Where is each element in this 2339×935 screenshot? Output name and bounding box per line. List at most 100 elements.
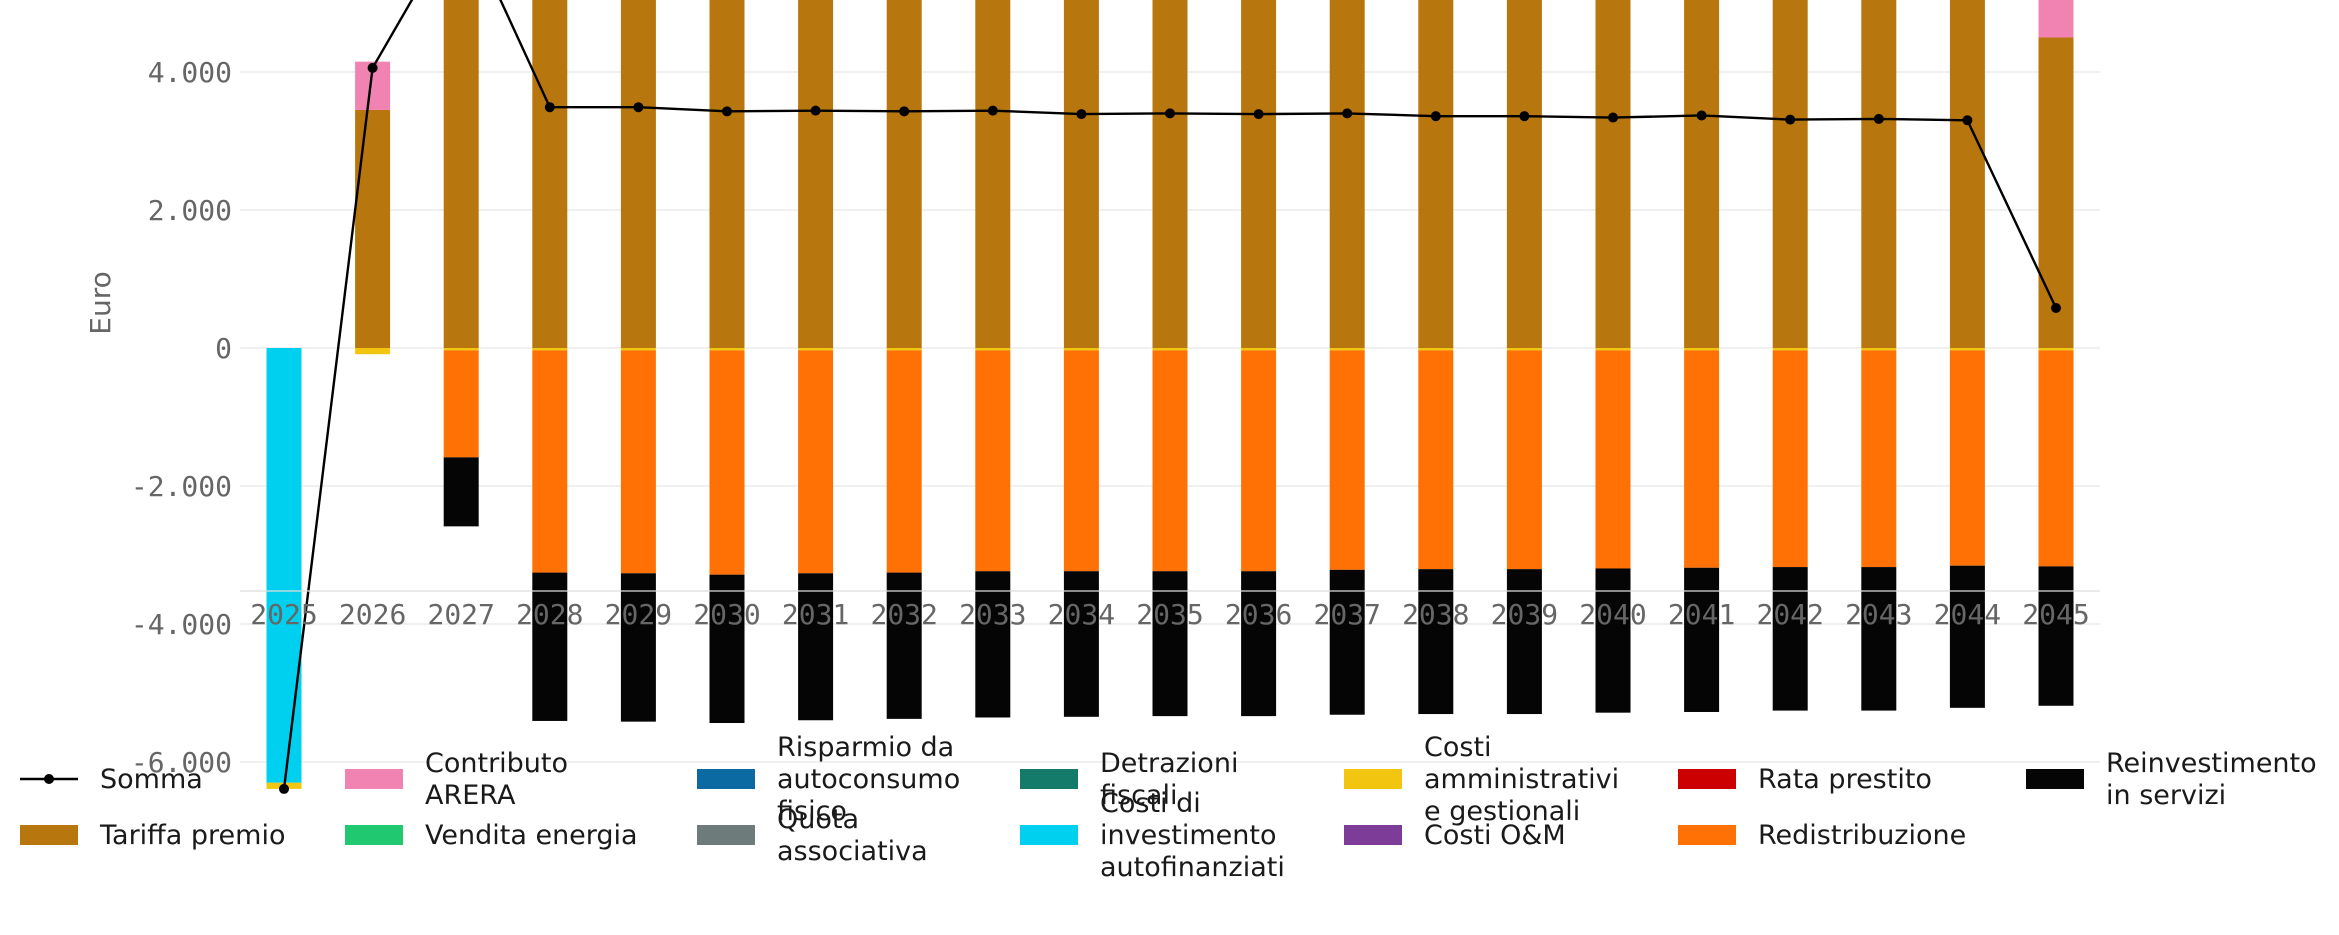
bar-segment [443, 350, 479, 458]
bar-segment [1506, 0, 1542, 348]
bar-segment [709, 348, 745, 351]
legend-label: Redistribuzione [1758, 820, 1966, 851]
bar-segment [1506, 569, 1542, 715]
sum-point [1342, 108, 1353, 119]
bar-segment [975, 350, 1011, 572]
bar-segment [355, 348, 391, 355]
legend-swatch [20, 825, 78, 845]
bar-segment [1418, 0, 1454, 348]
legend-item: Redistribuzione [1678, 820, 1966, 851]
legend-item: Costi O&M [1344, 820, 1566, 851]
legend-label: in servizi [2106, 780, 2226, 811]
y-tick-label: -2.000 [131, 470, 232, 503]
bar-segment [532, 572, 568, 721]
bar-segment [1418, 348, 1454, 351]
axes: Euro -6.000-4.000-2.00002.0004.0006.0008… [84, 56, 2100, 779]
bar-segment [709, 574, 745, 724]
bar-segment [2038, 350, 2074, 567]
bar-segment [1152, 350, 1188, 572]
bar-segment [1063, 0, 1099, 348]
sum-point [633, 102, 644, 113]
sum-point [1785, 114, 1796, 125]
sum-point [544, 102, 555, 113]
y-tick-label: -6.000 [131, 746, 232, 779]
legend-item: Tariffa premio [20, 820, 285, 851]
x-tick-label: 2025 [250, 598, 317, 631]
sum-point [1076, 109, 1087, 120]
bar-segment [975, 348, 1011, 351]
legend-label: Costi [1424, 732, 1492, 763]
x-tick-label: 2037 [1313, 598, 1380, 631]
bar-segment [2038, 37, 2074, 348]
bar-segment [1772, 567, 1808, 711]
bar-segment [709, 0, 745, 349]
bar-segment [709, 350, 745, 575]
bar-segment [1329, 569, 1365, 715]
bar-segment [1418, 350, 1454, 570]
bar-segment [886, 0, 922, 348]
legend-label: autofinanziati [1100, 852, 1285, 883]
sum-point [1962, 115, 1973, 126]
bar-segment [2038, 348, 2074, 351]
bar-segment [1241, 571, 1277, 717]
legend-item: Rata prestito [1678, 764, 1932, 795]
x-tick-label: 2042 [1756, 598, 1823, 631]
bar-segment [798, 0, 834, 348]
x-tick-label: 2035 [1136, 598, 1203, 631]
bar-segment [886, 348, 922, 351]
sum-line [279, 0, 2061, 794]
bar-segment [1063, 350, 1099, 572]
sum-point [722, 106, 732, 117]
legend-label: Detrazioni [1100, 748, 1238, 779]
legend-swatch [1678, 769, 1736, 789]
legend-label: Contributo [425, 748, 568, 779]
bar-segment [1329, 348, 1365, 351]
legend-label: autoconsumo [777, 764, 960, 795]
legend-swatch [1344, 769, 1402, 789]
sum-point [1608, 112, 1618, 123]
bar-segment [1241, 348, 1277, 351]
bars [266, 0, 2074, 789]
x-tick-label: 2044 [1934, 598, 2001, 631]
bar-segment [1861, 348, 1897, 351]
bar-segment [1861, 350, 1897, 568]
bar-segment [1861, 567, 1897, 711]
x-tick-label: 2036 [1225, 598, 1292, 631]
bar-segment [1063, 571, 1099, 717]
legend-label: fiscali [1100, 780, 1177, 811]
bar-segment [1595, 568, 1631, 713]
legend-swatch [345, 825, 403, 845]
bar-segment [532, 350, 568, 573]
bar-segment [975, 0, 1011, 348]
bar-segment [1949, 565, 1985, 708]
legend-label: Risparmio da [777, 732, 954, 763]
bar-segment [1329, 350, 1365, 570]
y-axis-label: Euro [84, 271, 117, 334]
bar-segment [443, 0, 479, 349]
x-tick-label: 2034 [1048, 598, 1115, 631]
bar-segment [620, 350, 656, 574]
bar-segment [1152, 0, 1188, 348]
bar-segment [1684, 567, 1720, 712]
legend-label: Tariffa premio [99, 820, 285, 851]
legend-swatch [345, 769, 403, 789]
x-tick-label: 2043 [1845, 598, 1912, 631]
bar-segment [1595, 350, 1631, 569]
legend-swatch [1020, 825, 1078, 845]
bar-segment [620, 348, 656, 351]
bar-segment [1506, 350, 1542, 570]
x-tick-label: 2029 [605, 598, 672, 631]
legend-label: Somma [100, 764, 203, 795]
sum-point [279, 783, 289, 794]
x-tick-label: 2027 [427, 598, 494, 631]
bar-segment [1772, 348, 1808, 351]
x-tick-label: 2040 [1579, 598, 1646, 631]
legend-label: Costi O&M [1424, 820, 1566, 851]
bar-segment [798, 348, 834, 351]
bar-segment [355, 109, 391, 348]
